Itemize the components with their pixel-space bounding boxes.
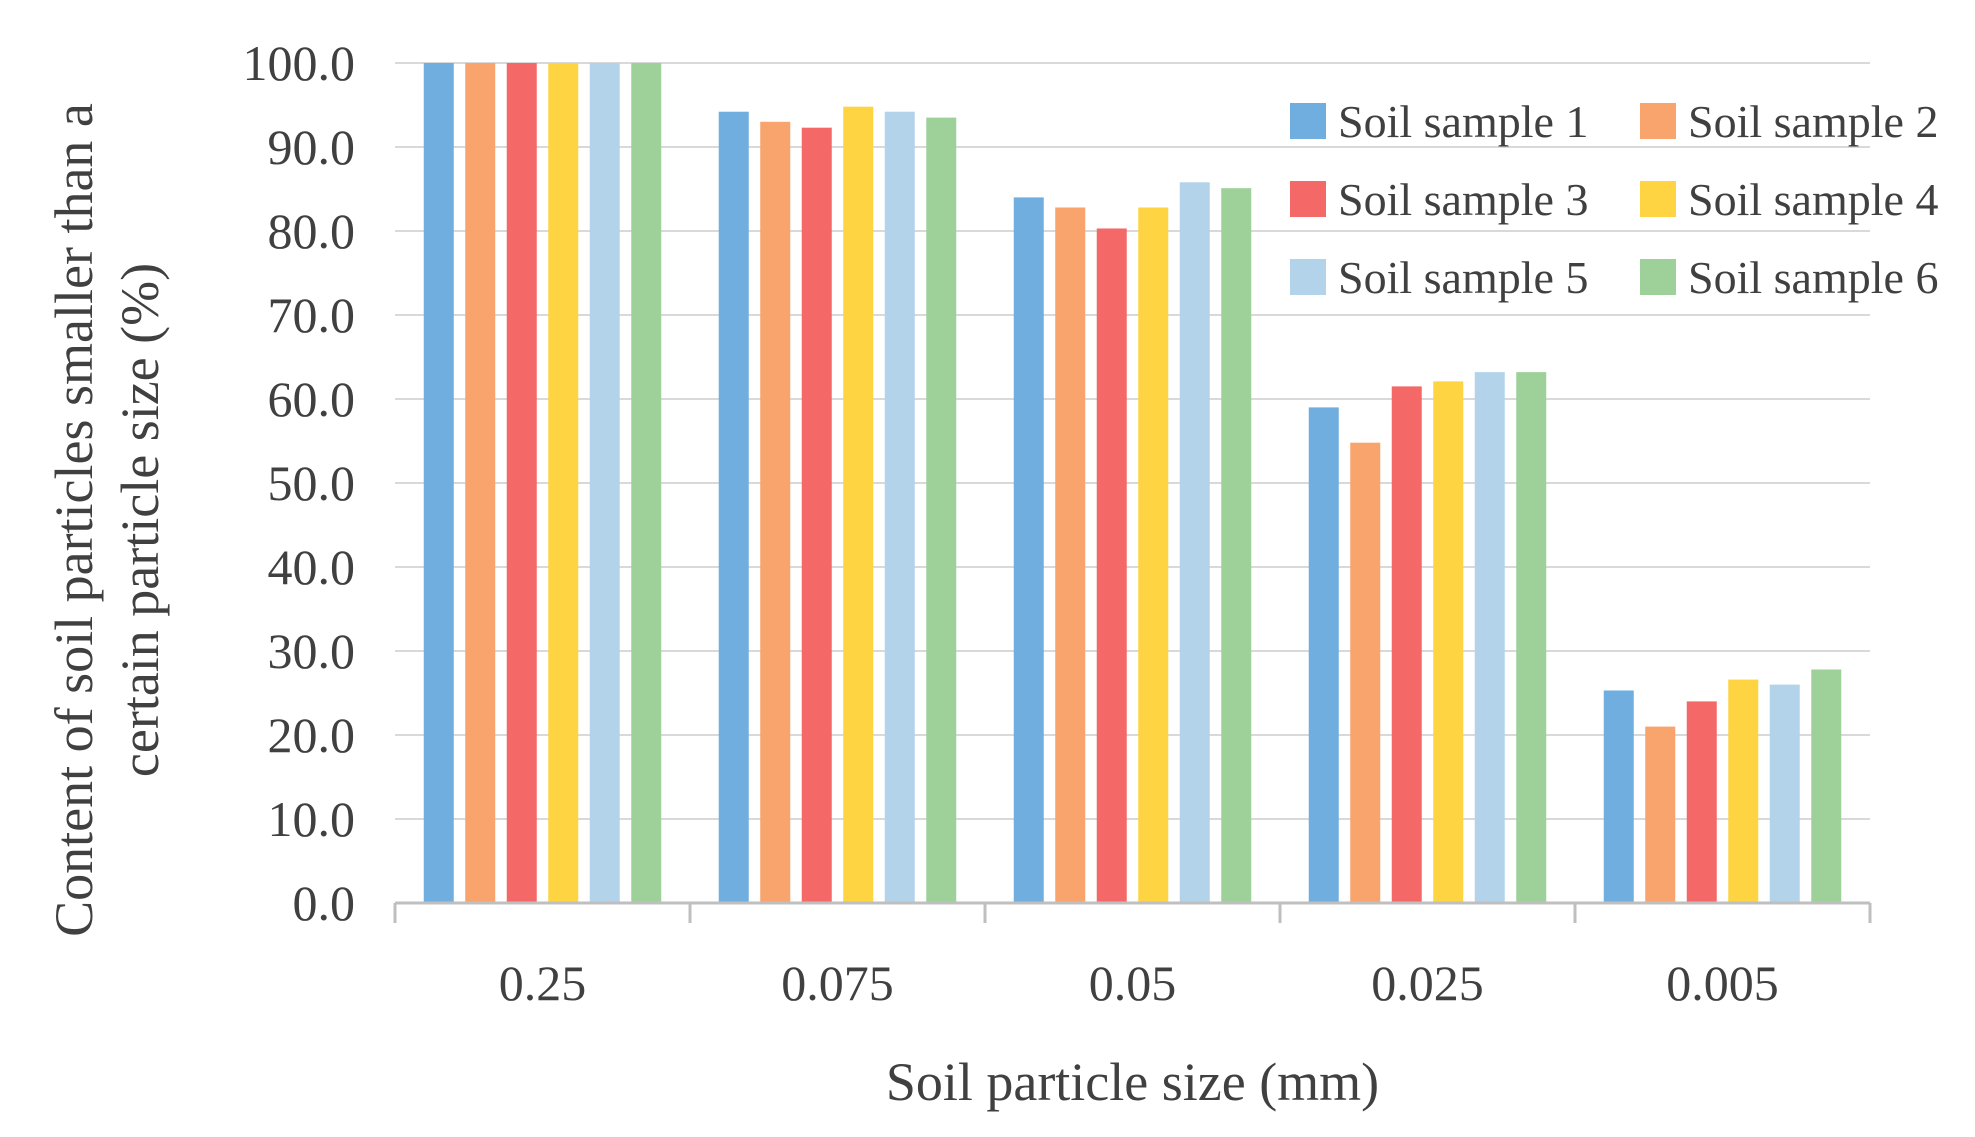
legend-swatch [1290, 103, 1326, 139]
y-tick-label: 100.0 [243, 35, 356, 91]
legend-label: Soil sample 3 [1338, 174, 1588, 225]
bar [1645, 726, 1676, 903]
bar [1350, 442, 1381, 903]
y-axis-title-line-1: Content of soil particles smaller than a [44, 103, 104, 937]
legend-label: Soil sample 4 [1688, 174, 1938, 225]
bars [423, 63, 1842, 904]
y-tick-label: 50.0 [268, 455, 356, 511]
y-tick-label: 70.0 [268, 287, 356, 343]
legend-swatch [1640, 181, 1676, 217]
y-tick-label: 10.0 [268, 791, 356, 847]
axes [393, 901, 1872, 923]
bar [1055, 207, 1086, 904]
y-tick-labels: 0.0 10.0 20.0 30.0 40.0 50.0 60.0 70.0 80.0 90.0 1… [243, 35, 356, 931]
legend-label: Soil sample 6 [1688, 252, 1938, 303]
legend: Soil sample 1 Soil sample 2 Soil sample 3 S… [1290, 96, 1938, 303]
bar [1516, 372, 1547, 903]
y-tick-label: 30.0 [268, 623, 356, 679]
bar [1811, 669, 1842, 903]
bar [631, 63, 662, 903]
y-tick-label: 0.0 [293, 875, 356, 931]
bar [1179, 182, 1210, 903]
bar [506, 63, 537, 903]
bar [801, 127, 832, 904]
bar [423, 63, 454, 903]
x-tick-labels: 0.25 0.075 0.05 0.025 0.005 [499, 955, 1779, 1011]
legend-swatch [1640, 103, 1676, 139]
bar [1308, 407, 1339, 903]
bar [1096, 228, 1127, 904]
bar [1433, 381, 1464, 903]
y-tick-label: 20.0 [268, 707, 356, 763]
bar [1138, 207, 1169, 904]
x-tick-label: 0.075 [781, 955, 894, 1011]
y-tick-label: 90.0 [268, 119, 356, 175]
bar [760, 121, 791, 904]
x-tick-label: 0.005 [1666, 955, 1779, 1011]
x-tick-label: 0.025 [1371, 955, 1484, 1011]
bar [589, 63, 620, 903]
y-tick-label: 80.0 [268, 203, 356, 259]
y-tick-label: 60.0 [268, 371, 356, 427]
y-axis-title-line-2: certain particle size (%) [110, 263, 170, 777]
x-axis-title: Soil particle size (mm) [886, 1052, 1379, 1112]
bar [884, 111, 915, 904]
legend-swatch [1290, 259, 1326, 295]
bar [718, 111, 749, 904]
bar [465, 63, 496, 903]
y-tick-label: 40.0 [268, 539, 356, 595]
legend-swatch [1290, 181, 1326, 217]
bar [843, 106, 874, 904]
legend-swatch [1640, 259, 1676, 295]
bar [1603, 690, 1634, 903]
bar [926, 117, 957, 904]
legend-label: Soil sample 2 [1688, 96, 1938, 147]
bar [1221, 188, 1252, 903]
bar [1686, 701, 1717, 903]
bar [548, 63, 579, 903]
y-axis-title: Content of soil particles smaller than a… [44, 103, 170, 937]
legend-label: Soil sample 1 [1338, 96, 1588, 147]
x-tick-label: 0.05 [1089, 955, 1177, 1011]
bar [1391, 386, 1422, 903]
bar [1769, 684, 1800, 903]
x-tick-label: 0.25 [499, 955, 587, 1011]
bar [1474, 372, 1505, 903]
bar [1728, 679, 1759, 903]
bar [1013, 197, 1044, 903]
legend-label: Soil sample 5 [1338, 252, 1588, 303]
